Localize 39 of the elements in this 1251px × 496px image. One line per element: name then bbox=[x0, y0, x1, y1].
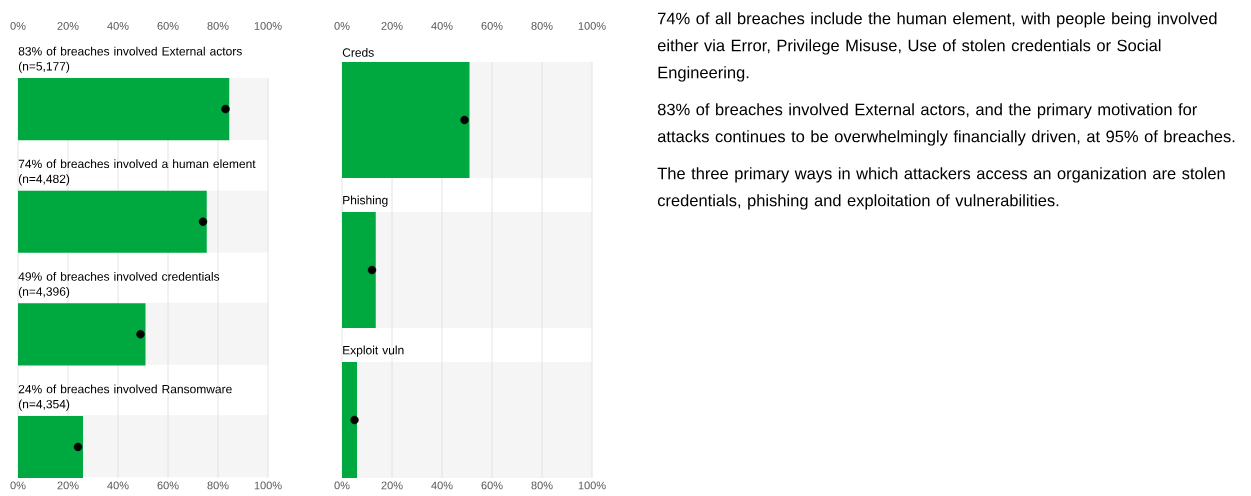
text: 74% of all breaches include the human element, with people being involved either via Error, Privilege Misuse, Use of stolen credentials or Social Engineering. bbox=[657, 12, 1217, 82]
x-tick-label: 20% bbox=[57, 481, 79, 490]
y-tick-label: 74% of breaches involved a human element (n=4,482) bbox=[18, 159, 256, 186]
x2-tick-label: 100% bbox=[578, 22, 606, 30]
x2-tick-label: 40% bbox=[431, 22, 453, 30]
x-tick-label: 60% bbox=[157, 481, 179, 490]
point bbox=[221, 104, 230, 114]
point bbox=[136, 330, 145, 339]
x2-tick-label: 80% bbox=[207, 22, 229, 30]
y-tick-label: Exploit vuln bbox=[343, 345, 404, 357]
x2-tick-label: 20% bbox=[57, 22, 79, 30]
x-tick-label: 100% bbox=[254, 481, 282, 490]
x-tick-label: 100% bbox=[578, 481, 606, 490]
x-tick-label: 40% bbox=[431, 481, 453, 490]
text: 83% of breaches involved External actors, and the primary motivation for attacks continues to be overwhelmingly financially driven, at 95% of breaches. bbox=[657, 103, 1235, 146]
x-tick-label: 80% bbox=[207, 481, 229, 490]
x2-tick-label: 60% bbox=[481, 22, 503, 30]
x-tick-label: 0% bbox=[10, 481, 26, 490]
x2-tick-label: 0% bbox=[334, 22, 350, 30]
x-tick-label: 40% bbox=[107, 481, 129, 490]
y-tick-label: Creds bbox=[342, 48, 374, 57]
x2-tick-label: 60% bbox=[157, 22, 179, 30]
x2-tick-label: 0% bbox=[10, 22, 26, 30]
x-tick-label: 60% bbox=[481, 481, 503, 490]
x2-tick-label: 80% bbox=[531, 22, 553, 30]
bar bbox=[18, 415, 83, 479]
x2-tick-label: 20% bbox=[381, 22, 403, 30]
point bbox=[198, 217, 208, 226]
y-tick-label: 49% of breaches involved credentials (n=4,396) bbox=[18, 271, 220, 299]
x-tick-label: 80% bbox=[531, 481, 553, 490]
y-tick-label: 24% of breaches involved Ransomware (n=4,354) bbox=[18, 384, 232, 411]
x-tick-label: 20% bbox=[381, 481, 403, 490]
x2-tick-label: 100% bbox=[254, 22, 282, 30]
x-tick-label: 0% bbox=[334, 481, 350, 490]
y-tick-label: Phishing bbox=[343, 195, 388, 207]
text: The three primary ways in which attackers access an organization are stolen credentials, phishing and exploitation of vulnerabilities. bbox=[657, 167, 1225, 210]
x2-tick-label: 40% bbox=[107, 22, 129, 30]
y-tick-label: 83% of breaches involved External actors (n=5,177) bbox=[18, 46, 242, 73]
point bbox=[73, 442, 83, 452]
